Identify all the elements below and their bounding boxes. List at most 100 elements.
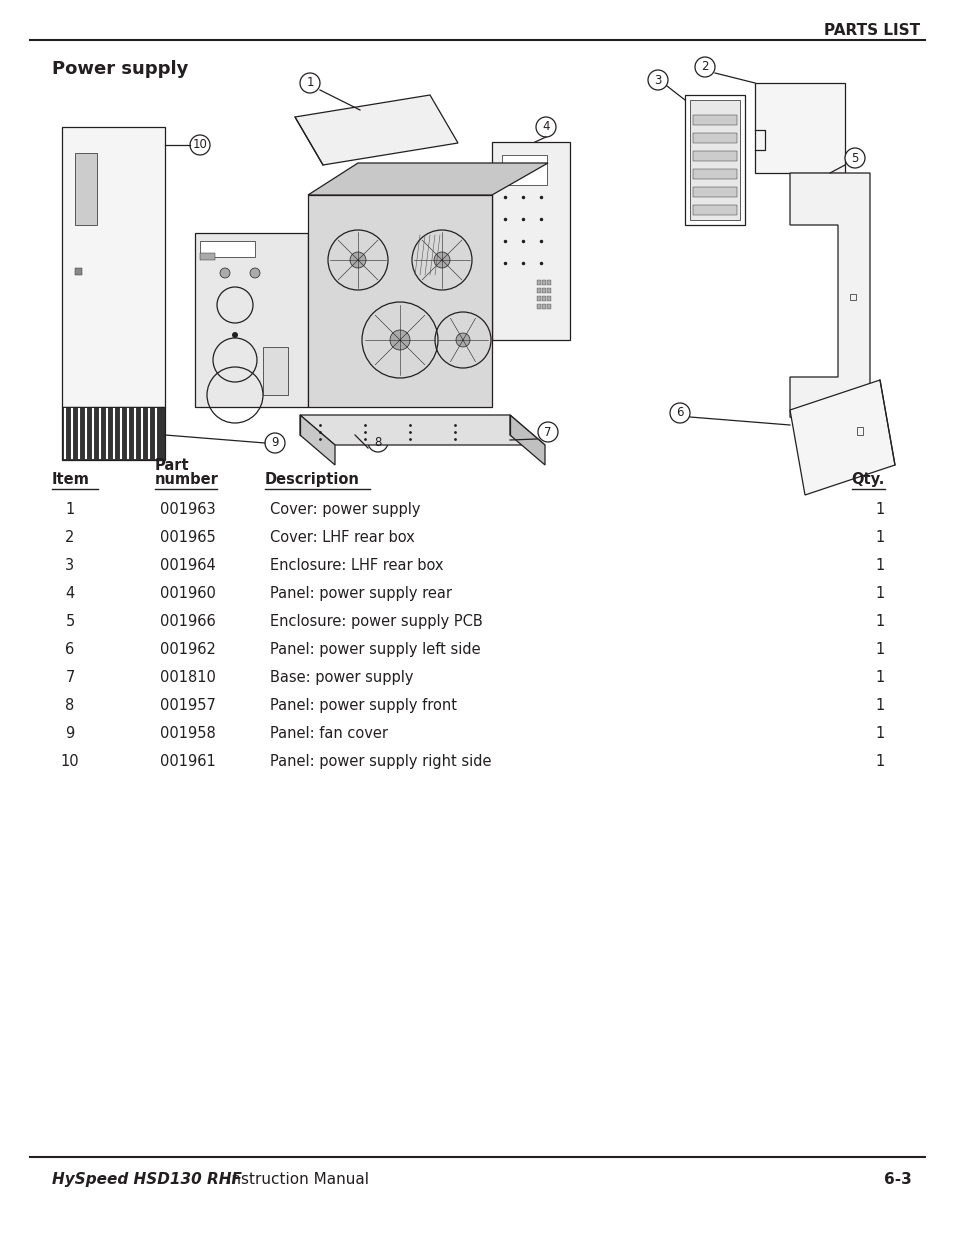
Circle shape <box>536 117 556 137</box>
Text: 1: 1 <box>875 726 884 741</box>
Text: 001960: 001960 <box>160 585 215 601</box>
Text: 1: 1 <box>66 501 74 517</box>
Text: 001958: 001958 <box>160 726 215 741</box>
Text: 1: 1 <box>875 585 884 601</box>
Text: Enclosure: power supply PCB: Enclosure: power supply PCB <box>270 614 482 629</box>
Text: Panel: power supply rear: Panel: power supply rear <box>270 585 452 601</box>
Text: 2: 2 <box>700 61 708 74</box>
Bar <box>692 186 737 198</box>
Text: 10: 10 <box>61 755 79 769</box>
Text: Qty.: Qty. <box>851 472 884 487</box>
Bar <box>200 253 214 261</box>
Text: Description: Description <box>265 472 359 487</box>
Text: 001961: 001961 <box>160 755 215 769</box>
Text: 1: 1 <box>875 698 884 713</box>
Bar <box>692 169 737 179</box>
Text: 4: 4 <box>541 121 549 133</box>
Text: 9: 9 <box>271 436 278 450</box>
Polygon shape <box>299 415 544 445</box>
Polygon shape <box>308 163 547 195</box>
Text: Panel: power supply right side: Panel: power supply right side <box>270 755 491 769</box>
Polygon shape <box>789 173 869 435</box>
Text: 4: 4 <box>66 585 74 601</box>
Text: PARTS LIST: PARTS LIST <box>823 23 919 38</box>
Circle shape <box>456 333 470 347</box>
Circle shape <box>669 403 689 424</box>
Text: 9: 9 <box>66 726 74 741</box>
Text: 1: 1 <box>875 642 884 657</box>
Text: Instruction Manual: Instruction Manual <box>222 1172 369 1187</box>
Bar <box>75 268 82 275</box>
Text: 3: 3 <box>66 558 74 573</box>
Bar <box>692 151 737 161</box>
Text: 001957: 001957 <box>160 698 215 713</box>
Bar <box>200 241 254 257</box>
Bar <box>75 153 97 225</box>
Circle shape <box>537 422 558 442</box>
Polygon shape <box>789 380 894 495</box>
Polygon shape <box>194 233 308 408</box>
Text: 1: 1 <box>875 755 884 769</box>
Text: Part: Part <box>154 458 190 473</box>
Text: 001810: 001810 <box>160 671 215 685</box>
Polygon shape <box>308 195 492 408</box>
Text: Panel: power supply left side: Panel: power supply left side <box>270 642 480 657</box>
Circle shape <box>350 252 366 268</box>
Bar <box>541 304 545 309</box>
Text: 001962: 001962 <box>160 642 215 657</box>
Bar <box>537 288 540 293</box>
Bar <box>501 156 546 185</box>
Bar <box>849 294 855 300</box>
Text: 5: 5 <box>850 152 858 164</box>
Text: 7: 7 <box>65 671 74 685</box>
Bar <box>689 100 740 220</box>
Text: 1: 1 <box>875 671 884 685</box>
Text: Base: power supply: Base: power supply <box>270 671 413 685</box>
Circle shape <box>434 252 450 268</box>
Bar <box>546 296 551 301</box>
Circle shape <box>265 433 285 453</box>
Text: 7: 7 <box>543 426 551 438</box>
Text: 8: 8 <box>374 436 381 448</box>
Text: 1: 1 <box>875 501 884 517</box>
Polygon shape <box>294 95 457 165</box>
Text: 001965: 001965 <box>160 530 215 545</box>
Circle shape <box>299 73 319 93</box>
Circle shape <box>220 268 230 278</box>
Bar <box>692 133 737 143</box>
Text: 6-3: 6-3 <box>883 1172 911 1187</box>
Text: 1: 1 <box>875 530 884 545</box>
Text: 8: 8 <box>66 698 74 713</box>
Text: Cover: LHF rear box: Cover: LHF rear box <box>270 530 415 545</box>
Text: Power supply: Power supply <box>52 61 188 78</box>
Polygon shape <box>754 83 844 173</box>
Text: Panel: power supply front: Panel: power supply front <box>270 698 456 713</box>
Polygon shape <box>510 415 544 466</box>
Bar <box>541 296 545 301</box>
Text: number: number <box>154 472 218 487</box>
Text: 001963: 001963 <box>160 501 215 517</box>
Circle shape <box>232 332 237 338</box>
Text: 3: 3 <box>654 74 661 86</box>
Circle shape <box>844 148 864 168</box>
Bar <box>541 288 545 293</box>
Text: Enclosure: LHF rear box: Enclosure: LHF rear box <box>270 558 443 573</box>
Polygon shape <box>62 408 165 459</box>
Text: HySpeed HSD130 RHF: HySpeed HSD130 RHF <box>52 1172 242 1187</box>
Circle shape <box>695 57 714 77</box>
Bar <box>541 280 545 285</box>
Polygon shape <box>62 127 165 408</box>
Bar <box>537 304 540 309</box>
Circle shape <box>390 330 410 350</box>
Bar <box>537 296 540 301</box>
Bar <box>546 288 551 293</box>
Text: 001964: 001964 <box>160 558 215 573</box>
Text: Cover: power supply: Cover: power supply <box>270 501 420 517</box>
Text: Panel: fan cover: Panel: fan cover <box>270 726 388 741</box>
Bar <box>692 115 737 125</box>
Bar <box>546 304 551 309</box>
Circle shape <box>250 268 260 278</box>
Bar <box>546 280 551 285</box>
Text: 2: 2 <box>65 530 74 545</box>
Text: 1: 1 <box>306 77 314 89</box>
